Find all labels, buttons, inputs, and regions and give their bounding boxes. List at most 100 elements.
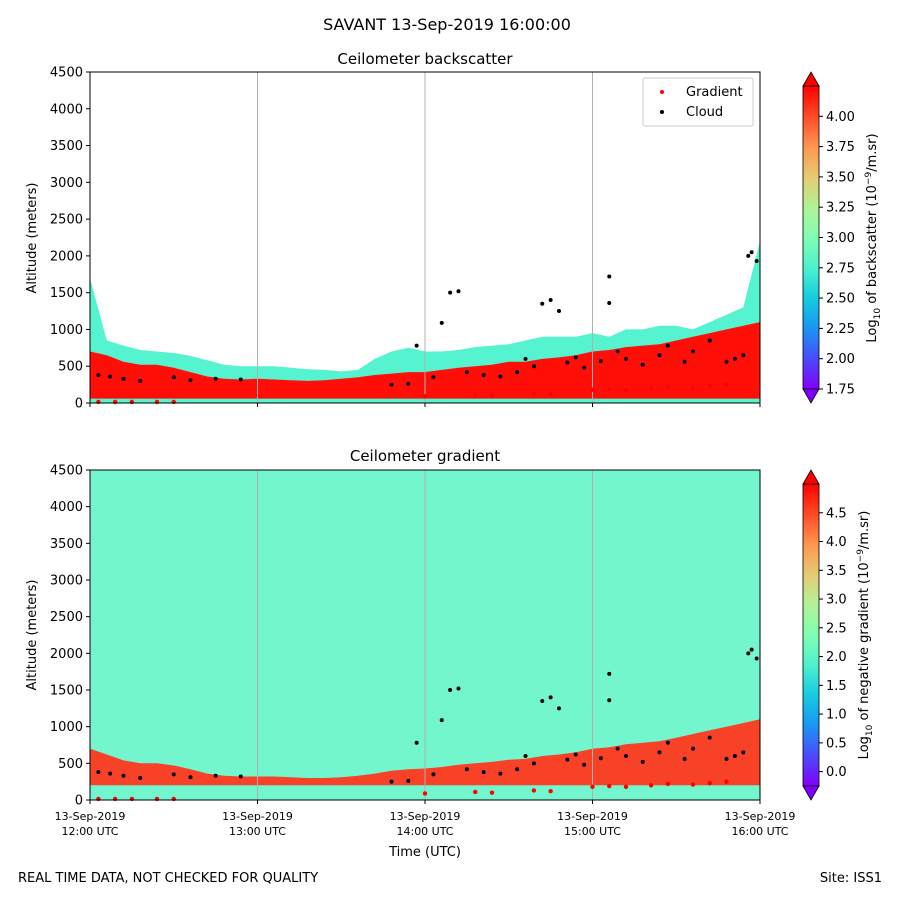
cloud-point xyxy=(138,378,143,383)
cloud-point xyxy=(406,381,411,386)
gradient-point xyxy=(473,392,478,398)
colorbar-tick-label: 1.0 xyxy=(826,708,847,723)
cloud-legend-marker xyxy=(660,110,664,114)
gradient-ylabel: Altitude (meters) xyxy=(25,580,40,691)
y-tick-label: 2000 xyxy=(50,249,83,264)
cloud-point xyxy=(414,343,419,348)
cloud-point xyxy=(188,775,193,780)
colorbar-tick-label: 3.5 xyxy=(826,564,847,579)
x-tick-date: 13-Sep-2019 xyxy=(557,810,628,823)
cloud-point xyxy=(732,356,737,361)
cloud-point xyxy=(213,376,218,381)
colorbar-tick-label: 2.5 xyxy=(826,621,847,636)
backscatter-ylabel: Altitude (meters) xyxy=(25,183,40,294)
gradient-point xyxy=(724,382,729,387)
gradient-point xyxy=(724,779,729,784)
cloud-point xyxy=(389,382,394,387)
cloud-point xyxy=(548,298,553,303)
gradient-point xyxy=(548,391,553,397)
cloud-point xyxy=(749,647,754,652)
cloud-point xyxy=(188,378,193,383)
colorbar-tick-label: 4.0 xyxy=(826,535,847,550)
y-tick-label: 3500 xyxy=(50,537,83,552)
cloud-point xyxy=(548,695,553,700)
cloud-point xyxy=(439,718,444,723)
cloud-point xyxy=(96,373,101,378)
cloud-point xyxy=(691,746,695,751)
y-tick-label: 3000 xyxy=(50,176,83,191)
colorbar-gradient xyxy=(802,85,820,390)
x-tick-date: 13-Sep-2019 xyxy=(390,810,461,823)
legend-box xyxy=(642,77,754,127)
cloud-point xyxy=(724,359,729,364)
y-tick-label: 500 xyxy=(58,360,83,375)
y-tick-label: 3000 xyxy=(50,574,83,589)
gradient-point xyxy=(607,386,612,392)
x-tick-time: 14:00 UTC xyxy=(396,825,453,838)
cloud-point xyxy=(523,754,528,758)
gradient-point xyxy=(707,780,712,786)
cloud-point xyxy=(573,752,578,757)
y-tick-label: 3500 xyxy=(50,139,83,154)
x-tick-date: 13-Sep-2019 xyxy=(725,810,796,823)
cloud-point xyxy=(615,349,620,354)
gradient-point xyxy=(531,391,537,396)
backscatter-colorbar-label: Log10 of backscatter (10−9/m.sr) xyxy=(864,133,883,342)
cloud-point xyxy=(456,289,461,294)
y-tick-label: 2000 xyxy=(50,647,83,662)
cloud-point xyxy=(213,773,218,778)
y-tick-label: 4500 xyxy=(50,66,83,81)
backscatter-legend: Gradient Cloud xyxy=(642,77,754,127)
y-tick-label: 4000 xyxy=(50,500,83,515)
colorbar-tick-label: 3.25 xyxy=(826,201,855,216)
gradient-point xyxy=(422,791,428,796)
backscatter-title: Ceilometer backscatter xyxy=(337,50,513,68)
cloud-point xyxy=(540,301,545,306)
gradient-point xyxy=(690,782,696,787)
colorbar-tick-label: 0.5 xyxy=(826,736,847,751)
y-tick-label: 500 xyxy=(58,757,83,772)
gradient-point xyxy=(665,781,671,787)
colorbar-tick-label: 3.75 xyxy=(826,140,855,155)
colorbar-tick-label: 2.00 xyxy=(826,352,855,367)
cloud-point xyxy=(573,355,578,360)
gradient-title: Ceilometer gradient xyxy=(350,447,500,465)
gradient-colorbar: 0.0 0.5 1.0 1.5 2.0 2.5 3.0 3.5 4.0 4.5 xyxy=(802,469,847,801)
colorbar-tick-label: 2.25 xyxy=(826,322,855,337)
cloud-point xyxy=(238,377,243,382)
colorbar-tick-label: 2.50 xyxy=(826,292,855,307)
cloud-point xyxy=(624,754,628,758)
cloud-point xyxy=(665,343,670,348)
cloud-point xyxy=(431,375,436,380)
cloud-point xyxy=(108,374,113,379)
cloud-point xyxy=(448,688,453,692)
cloud-point xyxy=(523,356,528,361)
colorbar-tick-label: 4.5 xyxy=(826,506,847,521)
cloud-point xyxy=(96,770,101,775)
x-tick-time: 15:00 UTC xyxy=(564,825,621,838)
gradient-point xyxy=(648,783,654,788)
y-tick-label: 2500 xyxy=(50,610,83,625)
cloud-point xyxy=(732,754,737,758)
colorbar-gradient xyxy=(802,483,820,787)
cloud-point xyxy=(665,740,670,745)
cloud-point xyxy=(389,779,394,784)
gradient-point xyxy=(590,784,595,789)
cloud-point xyxy=(607,698,612,703)
cloud-point xyxy=(171,772,176,777)
cloud-point xyxy=(238,774,243,779)
gradient-point xyxy=(489,393,495,398)
cloud-point xyxy=(138,776,143,780)
gradient-xlabel: Time (UTC) xyxy=(388,845,461,860)
cloud-point xyxy=(682,756,687,761)
cloud-point xyxy=(557,309,561,314)
gradient-point xyxy=(473,789,478,795)
quality-disclaimer: REAL TIME DATA, NOT CHECKED FOR QUALITY xyxy=(18,871,318,886)
gradient-point xyxy=(607,783,612,789)
cloud-point xyxy=(615,746,620,751)
y-tick-label: 0 xyxy=(75,397,83,412)
gradient-legend-label: Gradient xyxy=(686,85,743,100)
gradient-point xyxy=(548,789,553,794)
gradient-point xyxy=(623,784,629,789)
colorbar-tick-label: 1.75 xyxy=(826,383,855,398)
